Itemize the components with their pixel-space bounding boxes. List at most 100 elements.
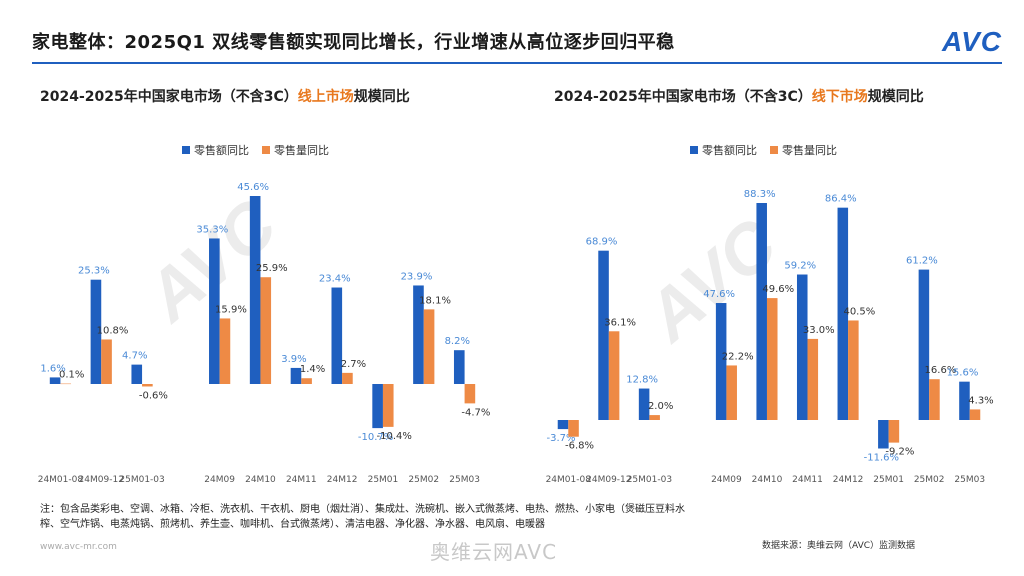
bar-sales-volume xyxy=(342,372,353,384)
data-label: 25.3% xyxy=(78,266,110,277)
x-tick-label: 24M09 xyxy=(711,475,742,485)
data-label: -10.7% xyxy=(358,432,393,443)
bar-sales-value xyxy=(131,364,143,384)
title-divider xyxy=(32,62,1002,64)
data-label: 12.8% xyxy=(626,375,658,386)
bar-sales-value xyxy=(557,420,569,430)
left-chart-title: 2024-2025年中国家电市场（不含3C）线上市场规模同比 xyxy=(40,86,410,106)
bar-sales-volume xyxy=(142,384,153,387)
data-label: -6.8% xyxy=(565,441,594,452)
bar-sales-value xyxy=(331,287,343,384)
x-tick-label: 25M01 xyxy=(873,475,904,485)
left-chart-title-suffix: 规模同比 xyxy=(353,89,410,105)
x-tick-label: 24M10 xyxy=(752,475,783,485)
data-label: 1.6% xyxy=(40,363,65,374)
left-chart-title-prefix: 2024-2025年中国家电市场（不含3C） xyxy=(40,89,298,105)
bar-sales-value xyxy=(959,381,970,420)
data-label: 25.9% xyxy=(256,263,288,274)
legend-swatch-sales-value xyxy=(182,146,190,154)
data-label: -3.7% xyxy=(546,433,575,444)
bar-sales-volume xyxy=(382,384,394,427)
x-tick-label: 25M02 xyxy=(914,475,945,485)
x-tick-label: 24M09-12 xyxy=(586,475,631,485)
x-tick-label: 24M11 xyxy=(286,475,317,485)
data-label: -9.2% xyxy=(885,447,914,458)
data-label: 47.6% xyxy=(703,289,735,300)
data-label: 4.3% xyxy=(968,395,993,406)
right-chart-title-prefix: 2024-2025年中国家电市场（不含3C） xyxy=(554,89,812,105)
legend-label-sales-volume: 零售量同比 xyxy=(274,143,329,157)
bar-sales-value xyxy=(90,279,102,384)
data-label: 59.2% xyxy=(784,261,816,272)
data-label: 15.6% xyxy=(947,368,979,379)
data-label: 68.9% xyxy=(586,237,618,248)
bar-sales-volume xyxy=(969,409,981,420)
footnote: 注：包含品类彩电、空调、冰箱、冷柜、洗衣机、干衣机、厨电（烟灶消）、集成灶、洗碗… xyxy=(40,504,685,530)
data-label: 16.6% xyxy=(925,365,957,376)
data-label: 40.5% xyxy=(843,306,875,317)
bar-sales-volume xyxy=(848,320,859,420)
x-tick-label: 25M02 xyxy=(408,475,439,485)
x-tick-label: 25M03 xyxy=(449,475,480,485)
data-label: -10.4% xyxy=(377,431,412,442)
data-label: 10.8% xyxy=(97,325,129,336)
x-tick-label: 24M10 xyxy=(245,475,276,485)
data-label: 36.1% xyxy=(604,317,636,328)
data-label: 0.1% xyxy=(59,370,84,381)
bar-sales-volume xyxy=(60,383,72,385)
data-label: 33.0% xyxy=(803,325,835,336)
bar-sales-volume xyxy=(260,277,272,384)
data-label: 86.4% xyxy=(825,194,857,205)
data-label: 22.2% xyxy=(722,351,754,362)
legend-swatch-sales-volume xyxy=(262,146,270,154)
legend-label-sales-value: 零售额同比 xyxy=(702,143,757,157)
x-tick-label: 25M01 xyxy=(368,475,399,485)
bar-sales-value xyxy=(878,420,889,449)
footer-url: www.avc-mr.com xyxy=(40,542,117,552)
bar-sales-value xyxy=(598,250,609,420)
bar-sales-value xyxy=(249,196,261,384)
left-chart-title-highlight: 线上市场 xyxy=(297,89,354,105)
data-label: 45.6% xyxy=(237,182,269,193)
x-tick-label: 25M01-03 xyxy=(627,475,672,485)
bar-sales-value xyxy=(290,367,302,384)
bar-sales-volume xyxy=(464,384,476,404)
data-label: 4.7% xyxy=(122,351,147,362)
legend-swatch-sales-volume xyxy=(770,146,778,154)
x-tick-label: 24M11 xyxy=(792,475,823,485)
x-tick-label: 24M09 xyxy=(204,475,235,485)
bar-sales-volume xyxy=(888,420,900,443)
right-chart-title: 2024-2025年中国家电市场（不含3C）线下市场规模同比 xyxy=(554,86,924,106)
data-label: -11.6% xyxy=(864,453,899,464)
page-title: 家电整体：2025Q1 双线零售额实现同比增长，行业增速从高位逐步回归平稳 xyxy=(32,32,675,53)
bar-sales-volume xyxy=(568,420,579,437)
legend-label-sales-volume: 零售量同比 xyxy=(782,143,837,157)
bottom-watermark: 奥维云网AVC xyxy=(430,540,558,564)
bar-sales-volume xyxy=(219,318,231,384)
bar-sales-volume xyxy=(301,378,312,384)
data-label: 18.1% xyxy=(419,295,451,306)
bar-sales-value xyxy=(49,377,61,384)
bar-sales-volume xyxy=(766,298,778,420)
x-tick-label: 24M01-08 xyxy=(546,475,592,485)
data-label: 49.6% xyxy=(762,284,794,295)
data-label: 15.9% xyxy=(215,304,247,315)
bar-sales-value xyxy=(756,203,767,420)
right-chart-title-suffix: 规模同比 xyxy=(867,89,924,105)
x-tick-label: 24M12 xyxy=(833,475,864,485)
data-label: 88.3% xyxy=(744,189,776,200)
x-tick-label: 24M12 xyxy=(327,475,358,485)
legend-swatch-sales-value xyxy=(690,146,698,154)
x-tick-label: 25M01-03 xyxy=(119,475,164,485)
data-label: 3.9% xyxy=(281,354,306,365)
legend-label-sales-value: 零售额同比 xyxy=(194,143,249,157)
bar-sales-volume xyxy=(423,309,435,384)
bar-sales-volume xyxy=(649,415,660,420)
bar-sales-volume xyxy=(929,379,940,420)
data-label: 23.9% xyxy=(401,271,433,282)
x-tick-label: 25M03 xyxy=(954,475,985,485)
bar-sales-value xyxy=(796,274,808,420)
bar-sales-value xyxy=(372,384,383,429)
data-label: 35.3% xyxy=(196,224,228,235)
